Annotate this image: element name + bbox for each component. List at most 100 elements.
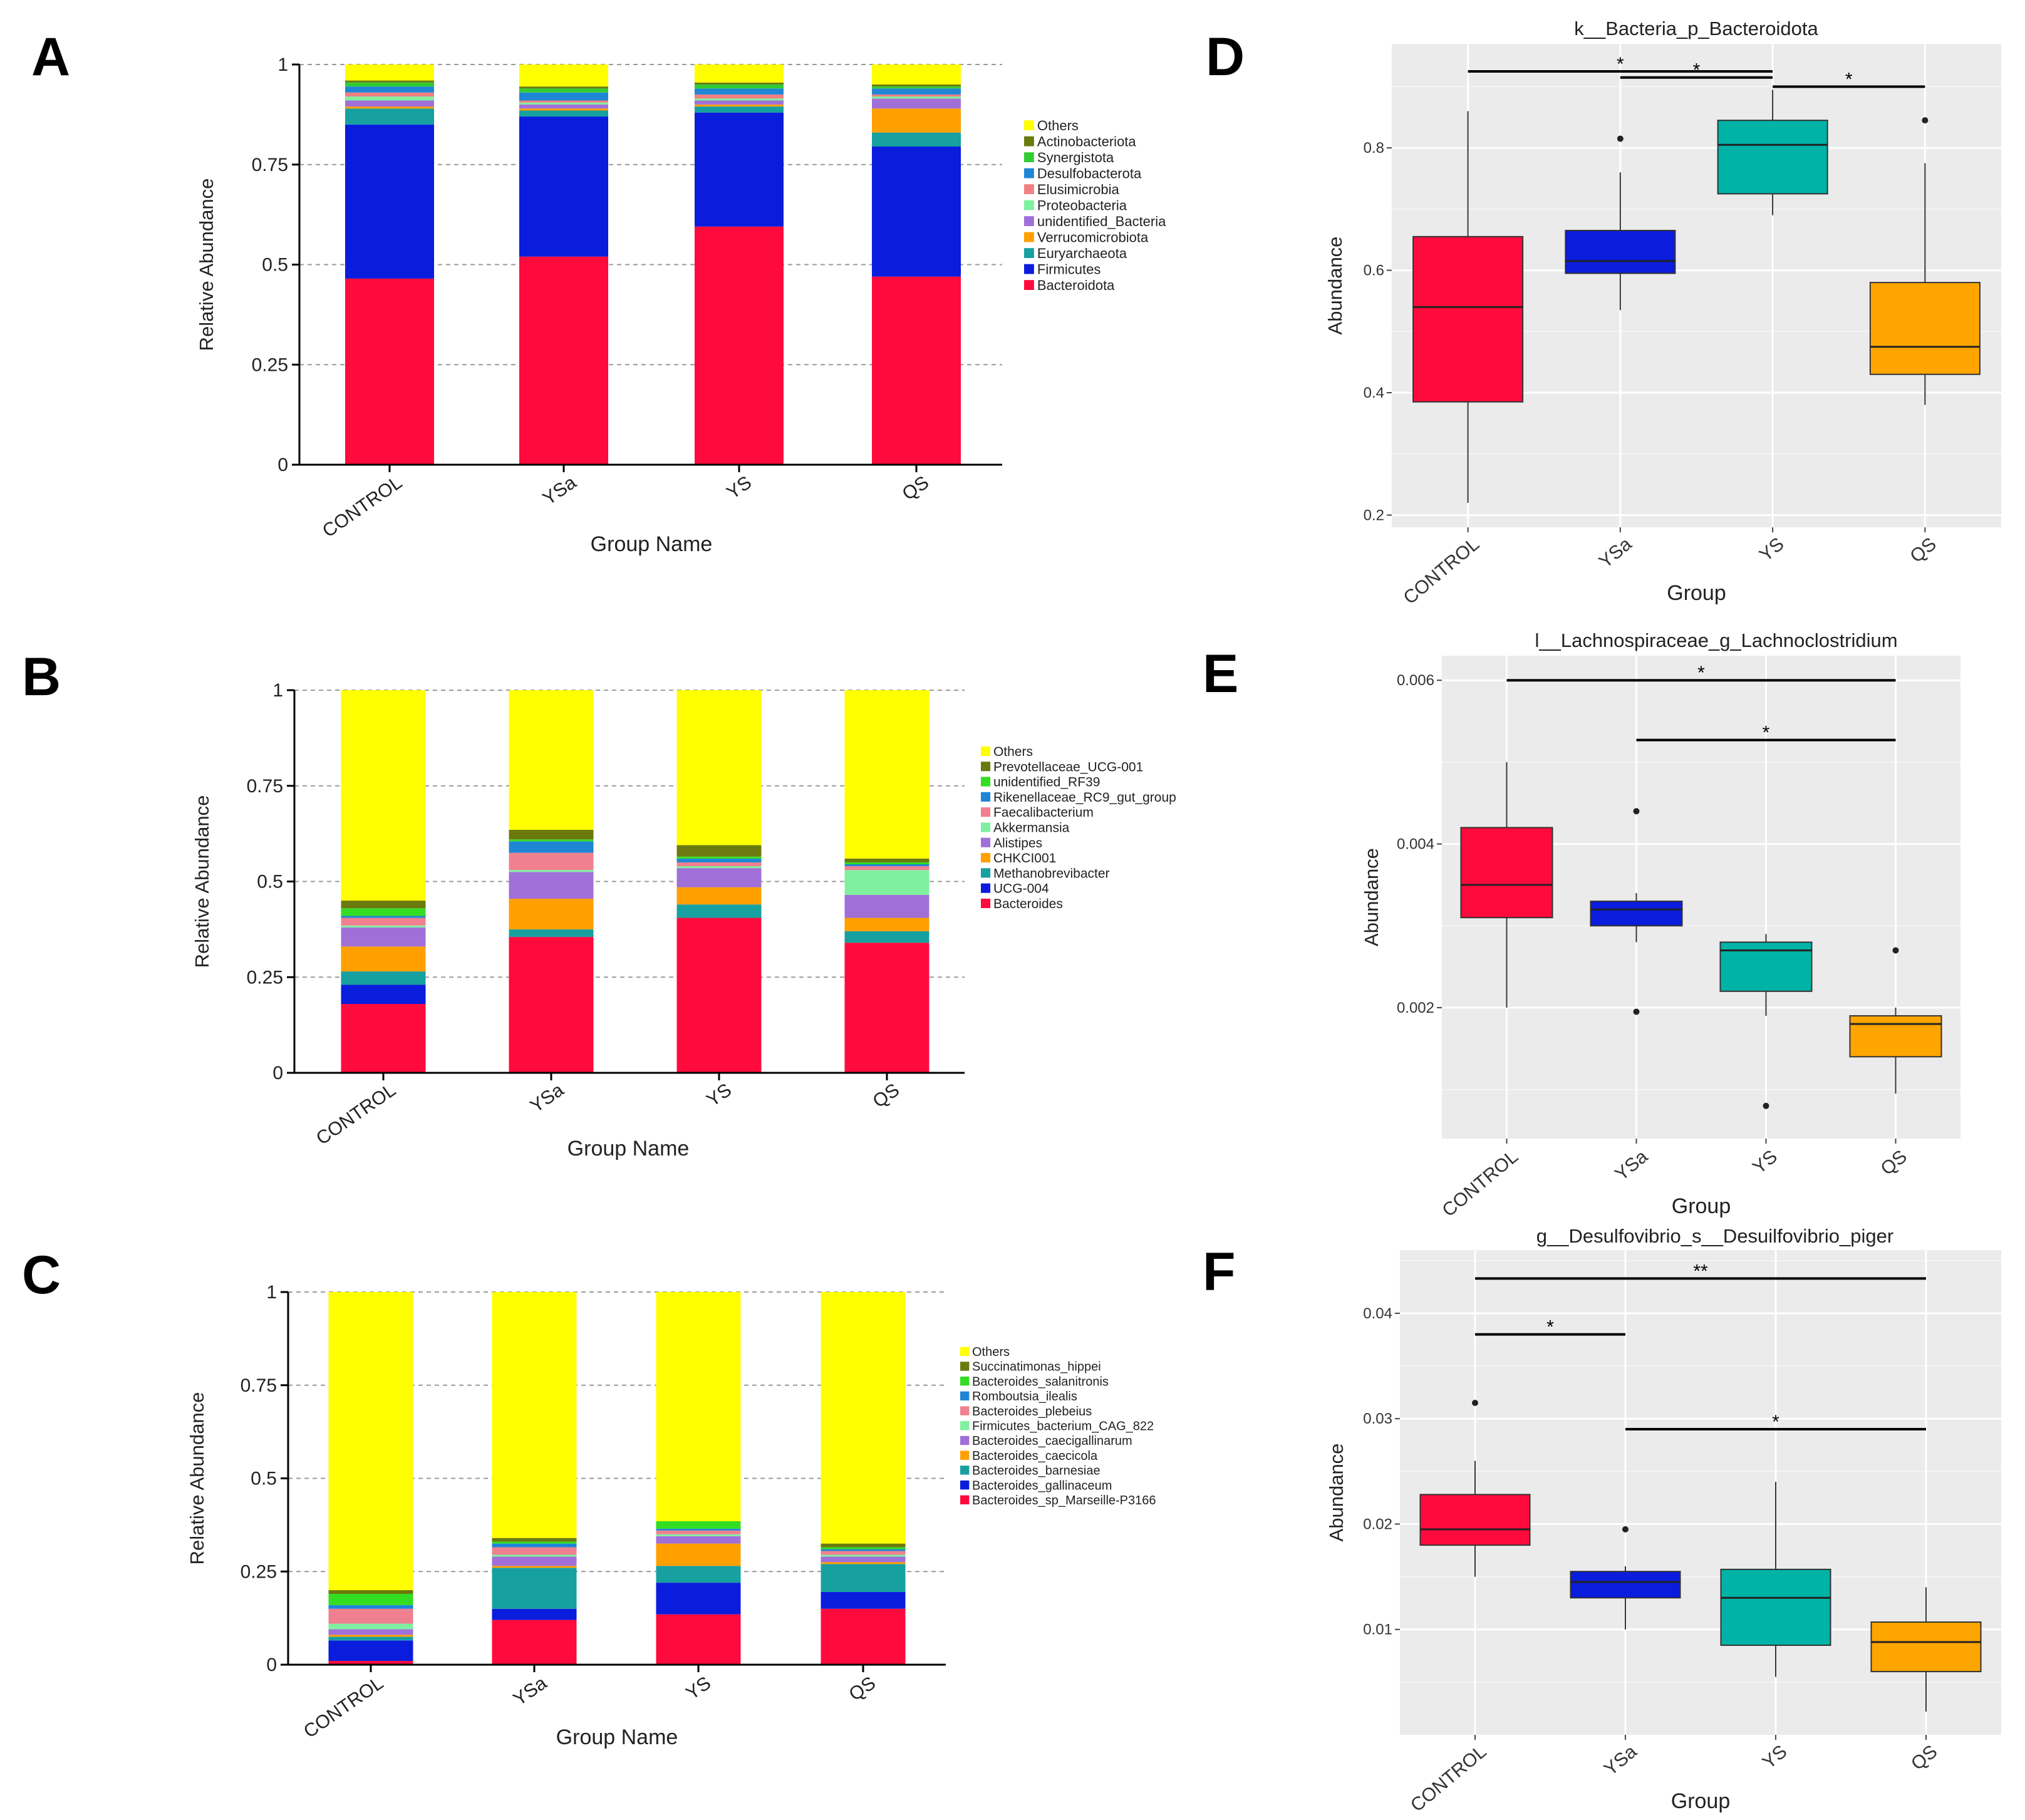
bar-segment <box>695 104 784 107</box>
significance-label: * <box>1546 1317 1554 1338</box>
legend-swatch <box>960 1362 970 1371</box>
bar-segment <box>519 108 608 111</box>
bar-segment <box>844 931 930 943</box>
bar-segment <box>519 100 608 103</box>
legend-swatch <box>960 1347 970 1356</box>
y-tick-label: 1 <box>266 1282 277 1303</box>
y-tick-label: 1 <box>272 680 283 701</box>
legend-label: UCG-004 <box>993 882 1049 896</box>
bar-segment <box>872 84 961 87</box>
legend-label: Others <box>972 1345 1010 1359</box>
legend-swatch <box>1024 248 1034 258</box>
legend-label: Akkermansia <box>993 821 1070 835</box>
legend-label: Romboutsia_ilealis <box>972 1390 1077 1404</box>
box <box>1412 235 1524 403</box>
legend-swatch <box>960 1495 970 1504</box>
x-tick-label: QS <box>846 1673 879 1705</box>
bar-segment <box>821 1562 906 1564</box>
y-axis-title: Abundance <box>1325 1444 1347 1542</box>
significance-label: * <box>1763 723 1770 743</box>
outlier-point <box>1617 135 1624 142</box>
y-tick-label: 0.01 <box>1363 1621 1392 1638</box>
x-tick-label: YS <box>682 1673 715 1704</box>
bar-segment <box>509 690 594 830</box>
legend-label: Proteobacteria <box>1037 198 1127 214</box>
bar-segment <box>695 98 784 101</box>
panel-label-b: B <box>22 647 61 707</box>
bar-segment <box>341 908 426 916</box>
bar-segment <box>345 100 434 107</box>
outlier-point <box>1622 1526 1629 1533</box>
bar-segment <box>676 690 762 845</box>
bar-segment <box>695 65 784 83</box>
x-tick-label: CONTROL <box>1438 1146 1522 1221</box>
bar-segment <box>844 690 930 859</box>
legend-label: Desulfobacterota <box>1037 166 1142 182</box>
bar-segment <box>345 106 434 109</box>
x-tick-label: CONTROL <box>313 1080 400 1149</box>
stacked-bar-chart-a: 0 0.25 0.5 0.75 1 CONTROL YSa YS QS Group Name Rel… <box>195 54 1166 556</box>
legend-swatch <box>1024 232 1034 242</box>
bar-segment <box>844 862 930 865</box>
legend-swatch <box>981 852 991 863</box>
legend-swatch <box>1024 184 1034 194</box>
outlier-point <box>1922 117 1929 124</box>
bar-segment <box>509 841 594 853</box>
bar-segment <box>519 102 608 105</box>
panel-label-d: D <box>1206 27 1245 87</box>
legend-swatch <box>1024 200 1034 210</box>
legend-label: Prevotellaceae_UCG-001 <box>993 760 1143 774</box>
bar-segment <box>345 92 434 97</box>
x-tick-label: QS <box>1907 1741 1941 1774</box>
legend-label: Verrucomicrobiota <box>1037 230 1149 246</box>
box <box>1870 1621 1982 1673</box>
outlier-point <box>1633 1008 1640 1015</box>
legend-swatch <box>1024 216 1034 226</box>
bar-segment <box>345 86 434 93</box>
x-axis-title: Group <box>1667 581 1726 605</box>
bar-segment <box>492 1568 577 1609</box>
bar-segment <box>695 84 784 89</box>
bar-segment <box>519 104 608 109</box>
bar-segment <box>492 1556 577 1566</box>
y-tick-label: 0.8 <box>1364 140 1384 157</box>
bar-segment <box>844 864 930 867</box>
legend-swatch <box>960 1406 970 1415</box>
x-tick-label: YS <box>1759 1741 1791 1773</box>
bar-segment <box>328 1636 413 1641</box>
x-tick-label: YS <box>1749 1146 1781 1178</box>
bar-segment <box>844 894 930 918</box>
outlier-point <box>1763 1102 1769 1109</box>
panel-label-c: C <box>22 1245 61 1305</box>
bar-segment <box>656 1543 741 1566</box>
y-tick-label: 0.5 <box>251 1469 277 1489</box>
box <box>1720 1568 1831 1646</box>
legend-swatch <box>981 868 991 878</box>
y-axis-title: Relative Abundance <box>186 1392 208 1565</box>
legend-swatch <box>1024 136 1034 147</box>
legend-swatch <box>960 1466 970 1475</box>
bar-segment <box>519 256 608 465</box>
legend-swatch <box>1024 168 1034 178</box>
bar-segment <box>509 852 594 871</box>
legend-label: Bacteroides_caecigallinarum <box>972 1434 1132 1448</box>
bar-segment <box>492 1538 577 1542</box>
x-tick-label: CONTROL <box>1400 534 1484 609</box>
bar-segment <box>821 1292 906 1544</box>
legend-swatch <box>981 762 991 772</box>
legend-swatch <box>960 1421 970 1430</box>
legend-swatch <box>981 898 991 908</box>
legend-label: Firmicutes <box>1037 262 1101 277</box>
bar-segment <box>492 1292 577 1538</box>
x-tick-label: QS <box>1906 534 1940 567</box>
y-tick-label: 0.5 <box>257 872 283 892</box>
stacked-bar-chart-c: 0 0.25 0.5 0.75 1 CONTROL YSa YS QS Group Name Rel… <box>186 1282 1156 1749</box>
bar-segment <box>341 927 426 947</box>
box-plot-d: * * * 0.2 0.4 0.6 0.8 CONTROL YSa YS QS k__Bacteria… <box>1324 18 2001 609</box>
bar-segment <box>341 690 426 901</box>
bar-segment <box>341 985 426 1005</box>
bar-segment <box>656 1566 741 1583</box>
significance-label: * <box>1772 1412 1779 1432</box>
bar-segment <box>519 65 608 87</box>
box <box>1717 120 1828 195</box>
